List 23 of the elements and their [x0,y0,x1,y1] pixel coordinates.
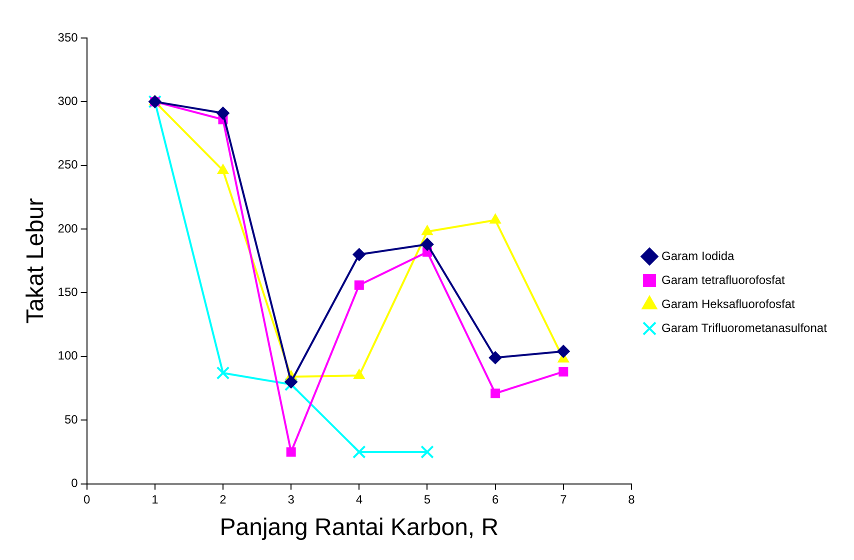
y-tick-label: 300 [58,94,78,108]
legend-label: Garam tetrafluorofosfat [662,272,786,287]
x-tick-label: 7 [560,492,568,506]
legend-label: Garam Heksafluorofosfat [662,296,796,311]
x-axis-title: Panjang Rantai Karbon, R [220,514,499,542]
y-tick-label: 0 [71,476,78,490]
x-tick-label: 8 [628,492,636,506]
x-tick-label: 5 [424,492,431,506]
y-tick-label: 150 [58,285,78,300]
y-tick-label: 350 [58,30,78,44]
y-tick-label: 200 [58,221,78,236]
x-tick-label: 3 [288,492,295,506]
x-tick-label: 1 [152,492,159,506]
x-tick-label: 4 [356,492,363,506]
x-tick-label: 2 [220,492,227,506]
legend-label: Garam Trifluorometanasulfonat [662,320,828,335]
x-tick-label: 0 [83,492,90,506]
x-tick-label: 6 [492,492,499,506]
legend-label: Garam Iodida [662,248,735,263]
y-tick-label: 50 [64,412,78,426]
y-tick-label: 250 [58,158,78,172]
y-axis-title: Takat Lebur [22,198,50,324]
y-tick-label: 100 [58,348,78,363]
